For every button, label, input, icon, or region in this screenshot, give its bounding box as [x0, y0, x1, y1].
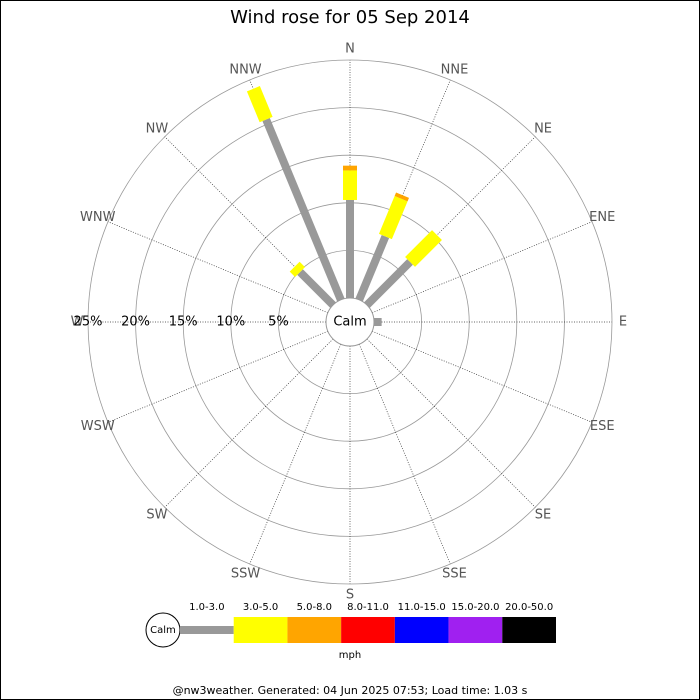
legend-label: 5.0-8.0	[297, 602, 332, 613]
spoke	[107, 221, 328, 314]
bar-segment	[246, 86, 273, 123]
direction-label: NNE	[441, 62, 469, 77]
direction-label: NE	[534, 121, 552, 136]
spoke	[372, 221, 593, 314]
legend-swatch	[502, 617, 556, 643]
direction-label: ESE	[590, 419, 615, 434]
legend-unit: mph	[339, 650, 361, 661]
legend-calm-label: Calm	[150, 625, 176, 636]
direction-label: W	[71, 315, 84, 330]
direction-label: WSW	[81, 419, 115, 434]
legend-swatch	[394, 617, 449, 643]
spoke	[366, 338, 536, 508]
legend-label: 11.0-15.0	[398, 602, 446, 613]
legend-swatch	[287, 617, 342, 643]
legend-swatch	[233, 617, 288, 643]
footer: @nw3weather. Generated: 04 Jun 2025 07:5…	[173, 684, 528, 697]
bar-segment	[297, 269, 336, 308]
bar-segment	[405, 230, 442, 267]
calm-label: Calm	[333, 315, 366, 330]
direction-label: SSW	[231, 567, 261, 582]
spoke	[164, 338, 334, 508]
ring-label: 10%	[216, 315, 245, 330]
direction-label: SW	[146, 508, 167, 523]
bar-segment	[378, 196, 408, 240]
spoke	[358, 79, 451, 300]
ring-label: 20%	[121, 315, 150, 330]
direction-label: E	[619, 315, 627, 330]
calm-circle	[325, 297, 375, 347]
direction-label: SE	[535, 508, 551, 523]
ring-label: 5%	[268, 315, 289, 330]
spoke	[249, 344, 342, 565]
spoke	[164, 136, 334, 306]
direction-label: N	[345, 42, 355, 57]
legend-label: 3.0-5.0	[243, 602, 278, 613]
bar-segment	[289, 261, 305, 277]
direction-label: SSE	[442, 567, 467, 582]
legend-label: 8.0-11.0	[347, 602, 389, 613]
spoke	[372, 330, 593, 423]
legend-label: 20.0-50.0	[505, 602, 553, 613]
chart-title: Wind rose for 05 Sep 2014	[230, 7, 470, 28]
legend-label: 15.0-20.0	[451, 602, 499, 613]
direction-label: NNW	[229, 62, 261, 77]
bar-segment	[262, 117, 345, 302]
bar-segment	[394, 192, 410, 202]
legend-label: 1.0-3.0	[189, 602, 224, 613]
direction-label: WNW	[80, 210, 116, 225]
legend-swatch	[180, 626, 234, 634]
legend-swatch	[341, 617, 395, 643]
direction-label: S	[346, 588, 354, 603]
spoke	[358, 344, 451, 565]
direction-label: ENE	[589, 210, 615, 225]
spoke	[107, 330, 328, 423]
direction-label: NW	[146, 121, 169, 136]
legend-swatch	[448, 617, 503, 643]
spoke	[366, 136, 536, 306]
bar-segment	[355, 234, 390, 302]
ring-label: 25%	[74, 315, 103, 330]
ring-label: 15%	[169, 315, 198, 330]
bar-segment	[364, 259, 413, 308]
